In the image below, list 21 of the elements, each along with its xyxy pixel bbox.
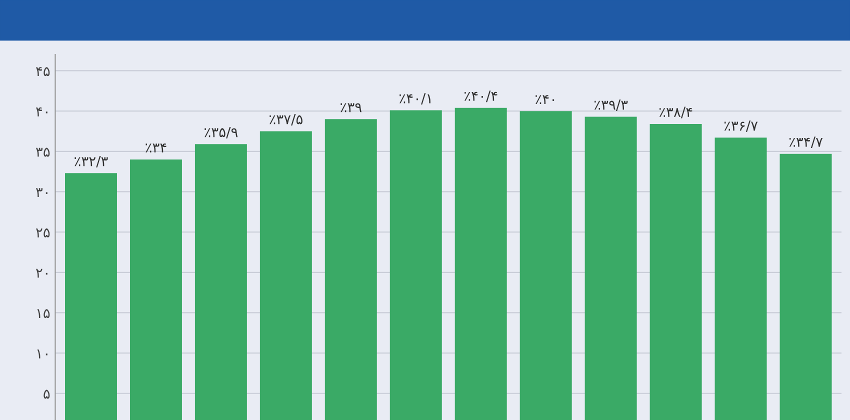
- y-tick-label: ۴۰: [36, 107, 48, 116]
- data-label: ٪۳۴: [146, 143, 166, 152]
- y-tick-label: ۵: [44, 390, 50, 399]
- data-label: ٪۳۴/۷: [789, 136, 823, 148]
- y-tick-label: ۱۰: [37, 350, 48, 358]
- y-tick-label: ۱۵: [37, 309, 50, 318]
- data-label: ٪۳۹/۳: [594, 100, 628, 111]
- y-tick-label: ۲۵: [36, 228, 50, 238]
- data-label: ٪۳۶/۷: [724, 120, 758, 132]
- y-tick-label: ۲۰: [36, 268, 48, 278]
- data-label: ٪۳۸/۴: [659, 106, 692, 118]
- data-label: ٪۳۷/۵: [270, 114, 302, 126]
- y-tick-label: ۳۰: [36, 188, 48, 198]
- data-label: ٪۴۰: [536, 95, 554, 104]
- data-label: ٪۴۰/۴: [464, 90, 498, 102]
- data-label: ٪۳۵/۹: [204, 126, 238, 138]
- data-label: ٪۳۹: [340, 103, 362, 112]
- y-tick-label: ۳۵: [36, 148, 50, 157]
- data-label: ٪۴۰/۱: [400, 93, 430, 104]
- y-tick-label: ۴۵: [36, 67, 50, 76]
- data-label: ٪۳۲/۳: [74, 156, 108, 168]
